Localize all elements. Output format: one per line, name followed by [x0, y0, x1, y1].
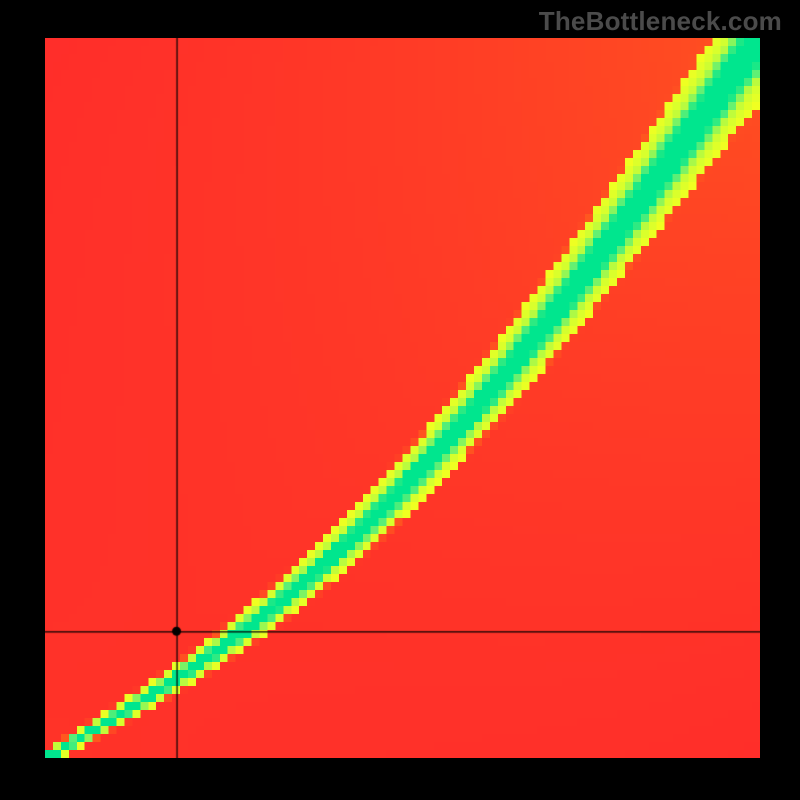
- chart-container: TheBottleneck.com: [0, 0, 800, 800]
- watermark-text: TheBottleneck.com: [539, 6, 782, 37]
- bottleneck-heatmap: [45, 38, 760, 758]
